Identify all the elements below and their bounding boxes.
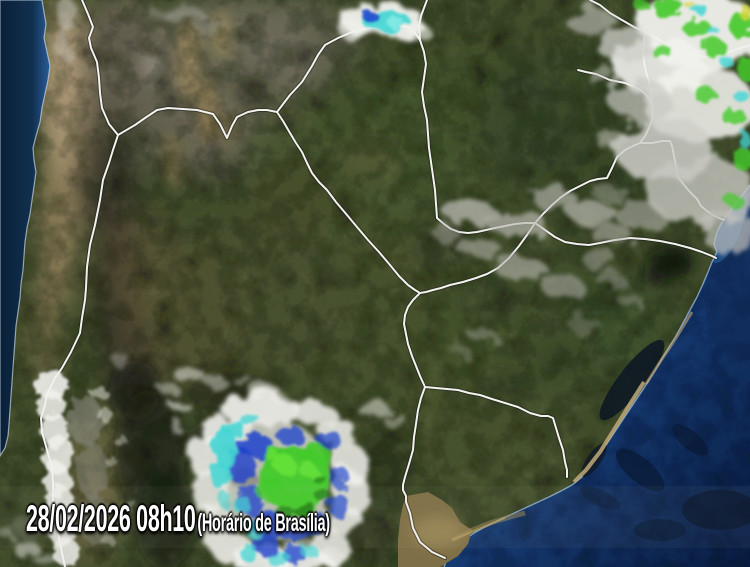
andes-snow — [36, 371, 137, 566]
timestamp: 28/02/2026 08h10 (Horário de Brasília) — [26, 498, 330, 540]
rain-north-cell — [362, 10, 410, 32]
rio-de-la-plata — [398, 492, 526, 567]
precipitation-layer — [210, 0, 750, 565]
timezone-label: (Horário de Brasília) — [197, 509, 330, 537]
scattered-clouds-center — [431, 189, 642, 355]
timestamp-datetime: 28/02/2026 08h10 — [26, 498, 196, 539]
small-clouds — [0, 0, 407, 566]
coastal-lagoons — [572, 311, 694, 484]
rain-storm-core — [210, 414, 349, 565]
rain-northeast — [632, 0, 750, 207]
